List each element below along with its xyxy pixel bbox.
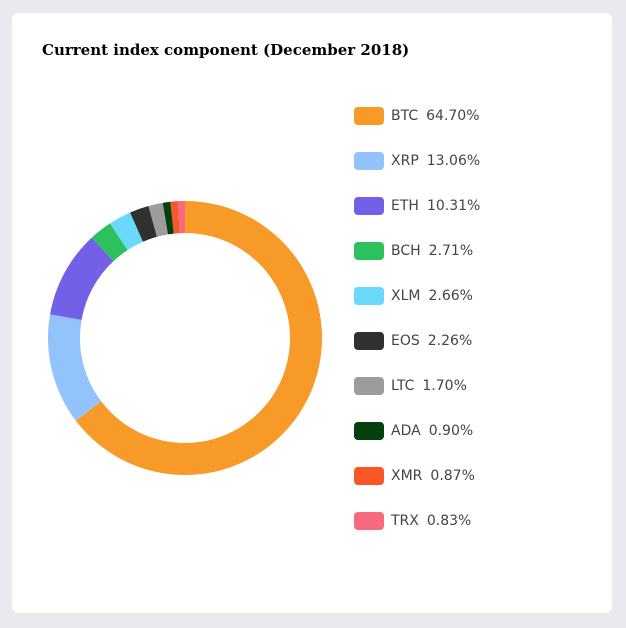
donut-slice-trx[interactable]	[177, 201, 185, 234]
legend-label: BCH	[391, 243, 421, 259]
donut-slice-bch[interactable]	[91, 223, 128, 262]
legend-value: 0.90%	[428, 423, 474, 439]
legend-item-xmr[interactable]: XMR 0.87%	[354, 466, 475, 486]
donut-slice-eos[interactable]	[130, 205, 157, 242]
legend-value: 0.87%	[430, 468, 475, 484]
legend-item-eth[interactable]: ETH 10.31%	[354, 196, 480, 216]
legend-swatch	[354, 422, 384, 440]
legend-value: 2.26%	[427, 333, 473, 349]
legend-swatch	[354, 197, 384, 215]
legend-value: 2.71%	[428, 243, 474, 259]
legend-swatch	[354, 467, 384, 485]
chart-card: Current index component (December 2018) …	[12, 13, 612, 613]
donut-slice-ada[interactable]	[162, 201, 174, 235]
legend-label: XMR	[391, 468, 423, 484]
donut-slice-xlm[interactable]	[109, 212, 143, 251]
legend-swatch	[354, 332, 384, 350]
legend-label: TRX	[391, 513, 419, 529]
legend-item-ada[interactable]: ADA 0.90%	[354, 421, 473, 441]
legend-value: 0.83%	[426, 513, 472, 529]
legend-value: 2.66%	[428, 288, 473, 304]
legend-item-ltc[interactable]: LTC 1.70%	[354, 376, 467, 396]
legend-value: 64.70%	[426, 108, 480, 124]
legend-label: ADA	[391, 423, 421, 439]
donut-slice-ltc[interactable]	[148, 202, 168, 237]
legend-item-btc[interactable]: BTC 64.70%	[354, 106, 480, 126]
legend-value: 1.70%	[422, 378, 467, 394]
donut-slice-xmr[interactable]	[170, 201, 180, 234]
legend-item-trx[interactable]: TRX 0.83%	[354, 511, 471, 531]
legend-item-eos[interactable]: EOS 2.26%	[354, 331, 472, 351]
chart-title: Current index component (December 2018)	[42, 41, 410, 59]
legend-swatch	[354, 287, 384, 305]
legend-item-bch[interactable]: BCH 2.71%	[354, 241, 473, 261]
legend-label: EOS	[391, 333, 420, 349]
legend-value: 10.31%	[426, 198, 481, 214]
legend-label: XLM	[391, 288, 421, 304]
legend-value: 13.06%	[426, 153, 481, 169]
legend-swatch	[354, 152, 384, 170]
legend-swatch	[354, 107, 384, 125]
legend-label: LTC	[391, 378, 415, 394]
legend-label: XRP	[391, 153, 419, 169]
legend-label: BTC	[391, 108, 419, 124]
legend-item-xlm[interactable]: XLM 2.66%	[354, 286, 473, 306]
donut-chart	[48, 201, 322, 476]
legend-swatch	[354, 242, 384, 260]
legend-swatch	[354, 512, 384, 530]
donut-slice-xrp[interactable]	[48, 314, 102, 421]
donut-slice-eth[interactable]	[50, 237, 114, 320]
legend-label: ETH	[391, 198, 419, 214]
legend-item-xrp[interactable]: XRP 13.06%	[354, 151, 480, 171]
legend-swatch	[354, 377, 384, 395]
